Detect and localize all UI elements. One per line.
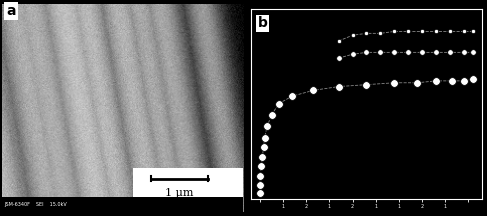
Text: 1 μm: 1 μm — [166, 188, 194, 198]
Text: b: b — [258, 16, 268, 30]
Bar — [133, 168, 244, 212]
Text: JSM-6340F    SEI    15.0kV: JSM-6340F SEI 15.0kV — [4, 202, 67, 207]
Text: a: a — [6, 4, 16, 18]
Bar — [2, 197, 244, 212]
